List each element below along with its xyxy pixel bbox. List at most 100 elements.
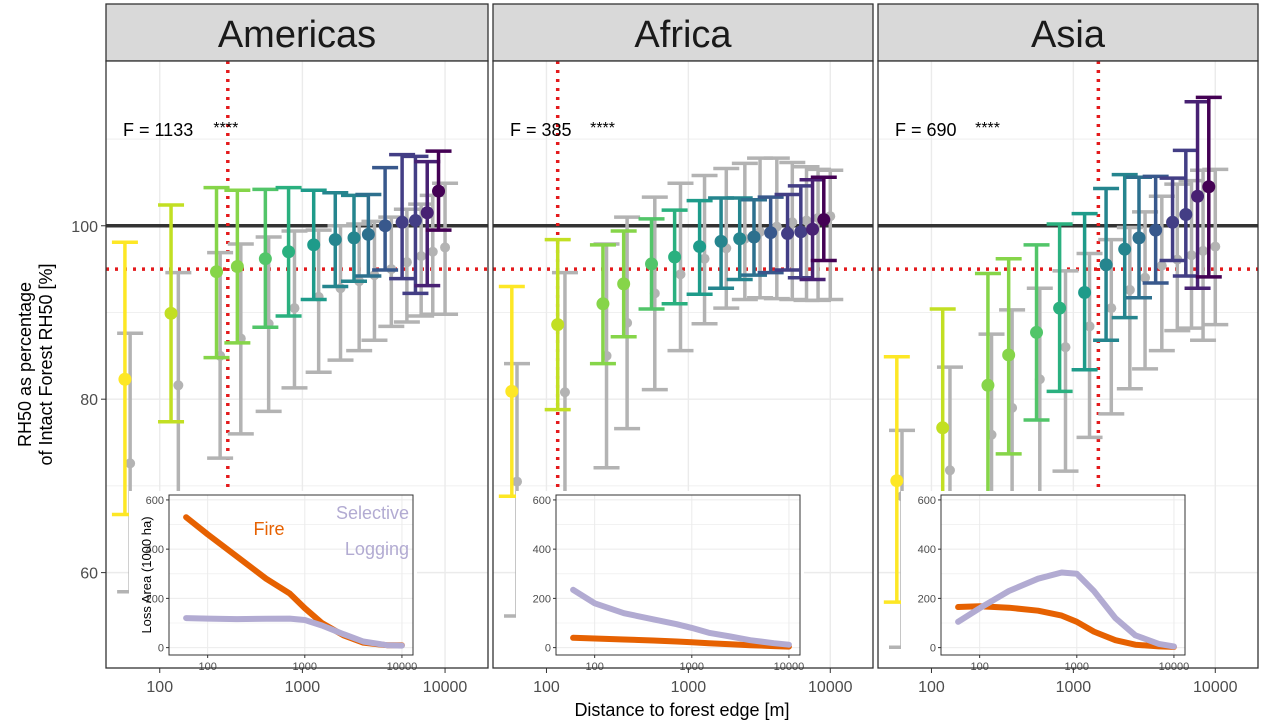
inset-chart: 0 200 400 600 100 1000 10000 Loss Area (1000 ha… xyxy=(129,491,417,679)
x-tick-label: 1000 xyxy=(1056,679,1092,696)
grey-point xyxy=(427,246,438,257)
data-point xyxy=(981,378,995,392)
y-tick-label: 100 xyxy=(71,219,98,236)
inset-y-tick-label: 0 xyxy=(158,643,164,655)
data-point xyxy=(395,215,409,229)
data-point xyxy=(936,421,950,435)
grey-point xyxy=(1106,303,1117,314)
grey-point xyxy=(801,215,812,226)
panel-border xyxy=(492,60,874,669)
data-point xyxy=(1191,189,1205,203)
data-point xyxy=(617,277,631,291)
inset-logging-label-line: Selective xyxy=(336,503,409,523)
inset-y-tick-label: 200 xyxy=(146,593,164,605)
inset-x-tick-label: 1000 xyxy=(680,661,704,673)
inset-y-tick-label: 0 xyxy=(545,643,551,655)
grey-point xyxy=(699,253,710,264)
inset-logging-line xyxy=(570,586,792,648)
inset-chart: 0 200 400 600 100 1000 10000 xyxy=(901,491,1189,679)
data-point xyxy=(328,233,342,247)
inset-x-tick-label: 100 xyxy=(198,661,216,673)
inset-x-tick-label: 10000 xyxy=(387,661,418,673)
inset-frame xyxy=(940,494,1186,656)
x-axis-title: Distance to forest edge [m] xyxy=(574,700,789,720)
data-point xyxy=(1149,223,1163,237)
grey-point xyxy=(1124,284,1135,295)
data-point xyxy=(714,234,728,248)
data-point xyxy=(794,225,808,239)
panel-title: Asia xyxy=(1031,14,1106,56)
grey-point xyxy=(440,242,451,253)
grey-point xyxy=(125,458,136,469)
grey-point xyxy=(1156,260,1167,271)
grey-point xyxy=(1140,272,1151,283)
inset-y-tick-label: 200 xyxy=(918,593,936,605)
data-point xyxy=(420,206,434,220)
data-point xyxy=(347,231,361,245)
data-point xyxy=(361,227,375,241)
inset-y-tick-label: 600 xyxy=(918,495,936,507)
data-point xyxy=(764,226,778,240)
panel-title: Africa xyxy=(634,14,732,56)
x-tick-label: 1000 xyxy=(671,679,707,696)
data-point xyxy=(230,260,244,274)
inset-y-tick-label: 200 xyxy=(533,593,551,605)
grey-point xyxy=(1060,342,1071,353)
data-point xyxy=(1202,180,1216,194)
grey-point xyxy=(1198,245,1209,256)
grey-point xyxy=(289,303,300,314)
data-point xyxy=(551,318,565,332)
inset-chart: 0 200 400 600 100 1000 10000 xyxy=(516,491,804,679)
data-point xyxy=(1078,286,1092,300)
data-point xyxy=(1030,325,1044,339)
grey-point xyxy=(787,217,798,228)
grey-point xyxy=(559,387,570,398)
data-point xyxy=(806,222,820,236)
panel-strip xyxy=(105,3,489,62)
f-statistic: F = 1133 xyxy=(123,120,193,140)
grey-point xyxy=(512,476,523,487)
panel-border xyxy=(105,60,489,669)
data-point xyxy=(432,184,446,198)
grey-point xyxy=(416,251,427,262)
data-point xyxy=(645,257,659,271)
data-point xyxy=(781,227,795,241)
panel-border xyxy=(877,60,1259,669)
grey-point xyxy=(675,269,686,280)
inset-y-tick-label: 600 xyxy=(533,495,551,507)
data-point xyxy=(378,219,392,233)
inset-fire-line xyxy=(955,603,1177,650)
x-tick-label: 10000 xyxy=(808,679,853,696)
grey-point xyxy=(944,465,955,476)
inset-fire-label: Fire xyxy=(254,519,285,539)
panel-americas: Americas F = 1133 **** 0 200 400 600 100 1000 100… xyxy=(105,3,489,696)
inset-y-tick-label: 0 xyxy=(930,643,936,655)
x-tick-label: 10000 xyxy=(1193,679,1238,696)
inset-y-tick-label: 400 xyxy=(146,544,164,556)
data-point xyxy=(733,232,747,246)
inset-logging-label-line: Logging xyxy=(345,539,409,559)
data-point xyxy=(164,306,178,320)
data-point xyxy=(1132,231,1146,245)
grey-point xyxy=(401,257,412,268)
data-point xyxy=(282,245,296,259)
x-tick-label: 100 xyxy=(146,679,173,696)
data-point xyxy=(1166,215,1180,229)
data-point xyxy=(505,384,519,398)
data-point xyxy=(596,297,610,311)
panel-title: Americas xyxy=(218,14,376,56)
significance-stars: **** xyxy=(213,120,238,137)
data-point xyxy=(118,372,132,386)
inset-fire-line xyxy=(570,634,792,650)
data-point xyxy=(693,240,707,254)
significance-stars: **** xyxy=(975,120,1000,137)
data-point xyxy=(1099,258,1113,272)
inset-x-tick-label: 100 xyxy=(970,661,988,673)
grey-point xyxy=(1084,321,1095,332)
data-point xyxy=(210,265,224,279)
inset-x-tick-label: 1000 xyxy=(293,661,317,673)
f-statistic: F = 385 xyxy=(510,120,572,140)
